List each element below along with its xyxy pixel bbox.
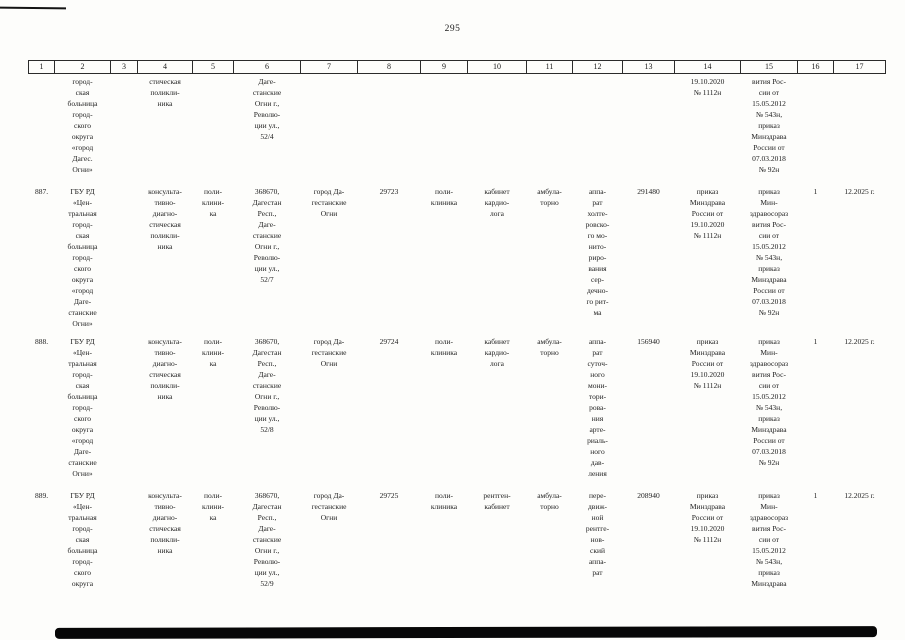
cell (358, 74, 421, 184)
cell: 19.10.2020 № 1112н (690, 77, 725, 97)
cell: город Да- гестанские Огни (311, 336, 347, 368)
column-header: 3 (110, 60, 138, 74)
cell: приказ Мин- здравосораз вития Рос- сии о… (749, 490, 789, 588)
cell: поли- клиника (430, 490, 458, 511)
cell: 29723 (379, 186, 399, 196)
table-row-continuation: город- ская больница город- ского округа… (29, 74, 886, 184)
cell: город Да- гестанские Огни (311, 186, 347, 218)
table-row-888: 888. ГБУ РД «Цен- тральная город- ская б… (29, 334, 886, 488)
column-header: 16 (797, 60, 834, 74)
cell: поли- клини- ка (202, 186, 224, 218)
cell: ГБУ РД «Цен- тральная город- ская больни… (67, 490, 98, 588)
column-header: 5 (192, 60, 234, 74)
cell: рентген- кабинет (483, 490, 511, 511)
cell: 368670, Дагестан Респ., Даге- станские О… (252, 490, 282, 588)
page-number: 295 (444, 24, 461, 34)
cell: кабинет кардио- лога (484, 186, 510, 218)
cell: приказ Минздрава России от 19.10.2020 № … (689, 186, 726, 240)
cell: Даге- станские Огни г., Револю- ции ул.,… (252, 77, 282, 141)
column-header: 1 (28, 60, 55, 74)
cell: консульта- тивно- диагно- стическая поли… (148, 186, 182, 251)
cell: поли- клини- ка (202, 490, 224, 522)
cell: приказ Минздрава России от 19.10.2020 № … (689, 490, 726, 544)
column-header: 9 (420, 60, 468, 74)
cell (111, 488, 138, 640)
cell (573, 74, 623, 184)
cell: 156940 (637, 336, 660, 346)
cell: поли- клиника (430, 186, 458, 207)
column-header: 8 (357, 60, 421, 74)
cell (301, 74, 358, 184)
cell: амбула- торно (537, 336, 562, 357)
cell: 29725 (379, 490, 399, 500)
cell: ГБУ РД «Цен- тральная город- ская больни… (67, 336, 98, 478)
cell (527, 74, 573, 184)
cell: 12.2025 г. (844, 186, 875, 196)
cell: амбула- торно (537, 186, 562, 207)
column-header: 15 (740, 60, 798, 74)
cell (111, 184, 138, 334)
cell: 29724 (379, 336, 399, 346)
cell: город Да- гестанские Огни (311, 490, 347, 522)
column-header: 4 (137, 60, 193, 74)
cell: аппа- рат суточ- ного мони- тори- рова- … (587, 336, 608, 478)
cell: 1 (813, 490, 818, 500)
column-header: 6 (233, 60, 301, 74)
column-header: 17 (833, 60, 886, 74)
cell: 887. (34, 186, 49, 196)
cell: 12.2025 г. (844, 336, 875, 346)
cell: поли- клиника (430, 336, 458, 357)
table-row-887: 887. ГБУ РД «Цен- тральная город- ская б… (29, 184, 886, 334)
cell: кабинет кардио- лога (484, 336, 510, 368)
cell: 12.2025 г. (844, 490, 875, 500)
column-number-header-row: 1 2 3 4 5 6 7 8 9 10 11 12 13 14 15 16 1… (28, 60, 886, 74)
registry-table: 1 2 3 4 5 6 7 8 9 10 11 12 13 14 15 16 1… (28, 60, 886, 640)
cell: город- ская больница город- ского округа… (67, 77, 98, 174)
cell: приказ Мин- здравосораз вития Рос- сии о… (749, 186, 789, 317)
cell: приказ Мин- здравосораз вития Рос- сии о… (749, 336, 789, 467)
cell (468, 74, 527, 184)
cell: 1 (813, 336, 818, 346)
column-header: 14 (674, 60, 741, 74)
cell: 368670, Дагестан Респ., Даге- станские О… (252, 186, 282, 284)
table-row-889: 889. ГБУ РД «Цен- тральная город- ская б… (29, 488, 886, 640)
cell (193, 74, 234, 184)
column-header: 13 (622, 60, 675, 74)
cell: стическая поликли- ника (149, 77, 181, 108)
cell (111, 74, 138, 184)
cell (29, 74, 55, 184)
cell: вития Рос- сии от 15.05.2012 № 543н, при… (751, 77, 787, 174)
cell: 368670, Дагестан Респ., Даге- станские О… (252, 336, 282, 434)
cell (834, 74, 886, 184)
cell: 291480 (637, 186, 660, 196)
column-header: 7 (300, 60, 358, 74)
cell: 889. (34, 490, 49, 500)
column-header: 10 (467, 60, 527, 74)
scan-artifact-bottom-bar (54, 626, 878, 639)
cell (798, 74, 834, 184)
column-header: 11 (526, 60, 573, 74)
cell: поли- клини- ка (202, 336, 224, 368)
cell: аппа- рат холте- ровско- го мо- нито- ри… (585, 186, 610, 317)
cell: приказ Минздрава России от 19.10.2020 № … (689, 336, 726, 390)
cell (111, 334, 138, 488)
cell (421, 74, 468, 184)
cell: 1 (813, 186, 818, 196)
scan-artifact-top-left (0, 6, 67, 10)
cell (623, 74, 675, 184)
cell: 208940 (637, 490, 660, 500)
column-header: 12 (572, 60, 623, 74)
cell: амбула- торно (537, 490, 562, 511)
cell: ГБУ РД «Цен- тральная город- ская больни… (67, 186, 98, 328)
cell: консульта- тивно- диагно- стическая поли… (148, 336, 182, 401)
column-header: 2 (54, 60, 111, 74)
cell: пере- движ- ной рентге- нов- ский аппа- … (585, 490, 610, 577)
cell: консульта- тивно- диагно- стическая поли… (148, 490, 182, 555)
cell: 888. (34, 336, 49, 346)
